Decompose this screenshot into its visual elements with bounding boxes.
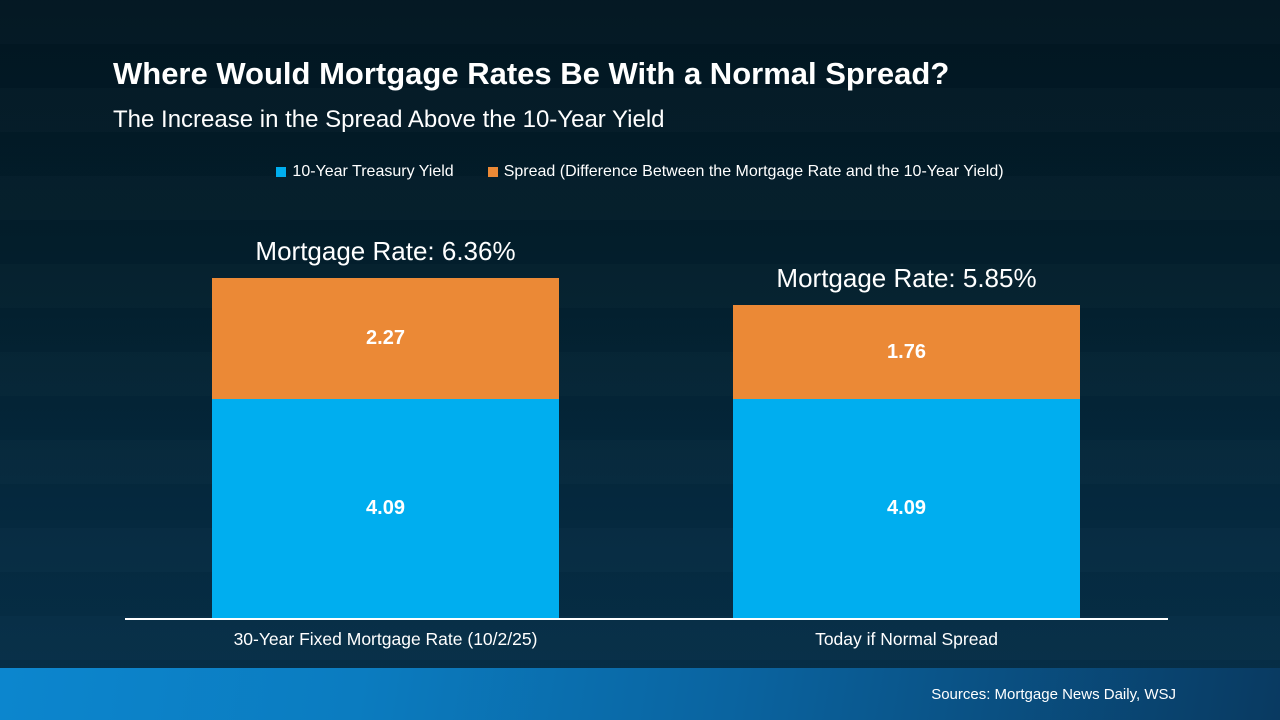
treasury-value-current-rate: 4.09 (366, 497, 405, 519)
total-label-current-rate: Mortgage Rate: 6.36% (255, 236, 516, 266)
total-label-normal-spread: Mortgage Rate: 5.85% (776, 263, 1037, 293)
bar-group-normal-spread: Mortgage Rate: 5.85% 1.76 4.09 (733, 263, 1080, 618)
bar-group-current-rate: Mortgage Rate: 6.36% 2.27 4.09 (212, 236, 559, 618)
stacked-bar-normal-spread: 1.76 4.09 (733, 305, 1080, 618)
stacked-bar-current-rate: 2.27 4.09 (212, 278, 559, 618)
legend-label-treasury: 10-Year Treasury Yield (292, 163, 454, 180)
x-axis-line (125, 618, 1168, 620)
footer-band: Sources: Mortgage News Daily, WSJ (0, 668, 1280, 720)
x-label-normal-spread: Today if Normal Spread (815, 629, 998, 649)
treasury-segment-normal-spread: 4.09 (733, 399, 1080, 618)
chart-title: Where Would Mortgage Rates Be With a Nor… (113, 56, 950, 91)
treasury-swatch-icon (276, 167, 287, 177)
treasury-segment-current-rate: 4.09 (212, 399, 559, 618)
spread-segment-normal-spread: 1.76 (733, 305, 1080, 399)
spread-segment-current-rate: 2.27 (212, 278, 559, 399)
sources-text: Sources: Mortgage News Daily, WSJ (931, 685, 1176, 703)
spread-value-current-rate: 2.27 (366, 327, 405, 349)
legend-item-spread: Spread (Difference Between the Mortgage … (487, 163, 1004, 181)
legend-item-treasury: 10-Year Treasury Yield (276, 163, 454, 181)
spread-swatch-icon (487, 167, 498, 177)
x-label-current-rate: 30-Year Fixed Mortgage Rate (10/2/25) (233, 629, 538, 649)
legend-label-spread: Spread (Difference Between the Mortgage … (503, 163, 1004, 180)
legend: 10-Year Treasury Yield Spread (Differenc… (0, 163, 1280, 181)
chart-subtitle: The Increase in the Spread Above the 10-… (113, 106, 665, 133)
spread-value-normal-spread: 1.76 (887, 340, 926, 363)
treasury-value-normal-spread: 4.09 (887, 497, 926, 519)
